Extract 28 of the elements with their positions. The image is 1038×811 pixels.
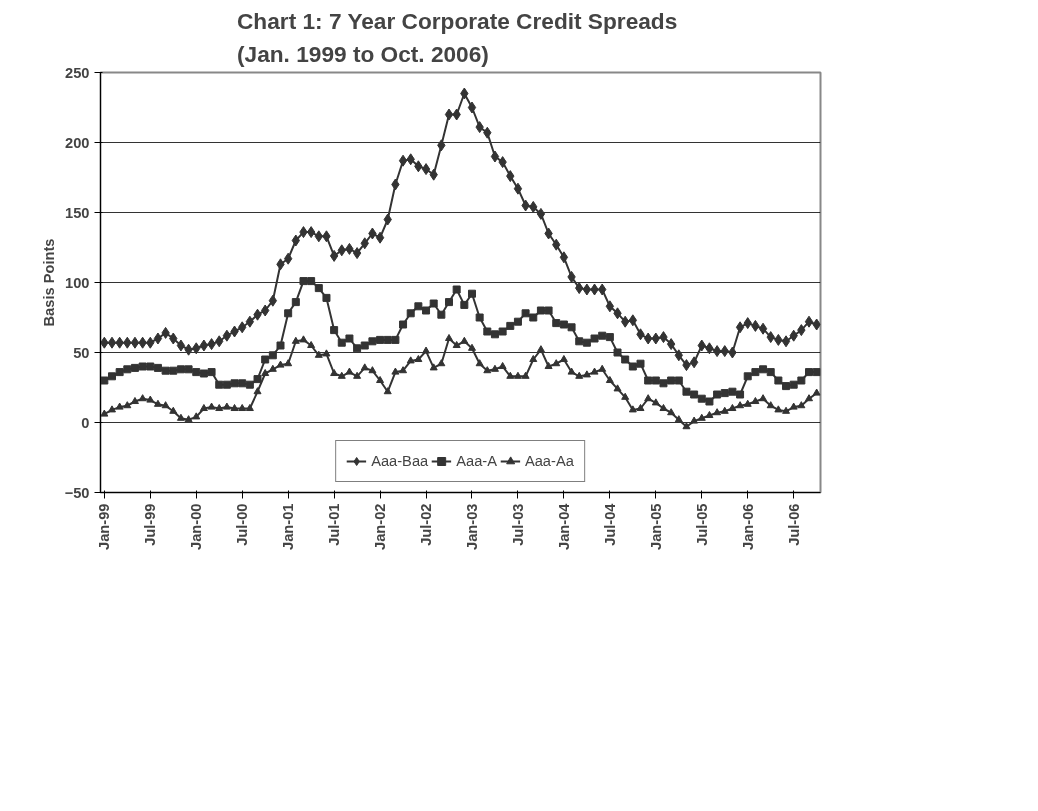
chart-title: Chart 1: 7 Year Corporate Credit Spreads (Jan. 1999 to Oct. 2006): [237, 7, 678, 68]
y-axis-title: Basis Points: [40, 238, 57, 327]
x-tick-label: Jul-01: [326, 503, 343, 546]
legend-label: Aaa-Baa: [371, 453, 429, 469]
x-tick-label: Jul-05: [693, 503, 710, 546]
x-tick-label: Jul-00: [234, 503, 251, 546]
y-tick-label: 50: [73, 344, 90, 361]
x-tick-label: Jan-03: [463, 503, 480, 550]
y-tick-label: −50: [64, 484, 90, 501]
x-tick-label: Jan-01: [280, 503, 297, 550]
x-tick-label: Jan-00: [188, 503, 205, 550]
y-tick-label: 100: [65, 274, 90, 291]
x-tick-label: Jan-05: [647, 503, 664, 550]
x-tick-label: Jul-02: [418, 503, 435, 546]
x-tick-label: Jan-04: [555, 502, 572, 550]
y-tick-label: 250: [65, 64, 90, 81]
y-tick-label: 150: [65, 204, 90, 221]
legend-label: Aaa-Aa: [524, 453, 574, 469]
x-tick-label: Jul-04: [601, 502, 618, 546]
y-tick-label: 0: [81, 414, 90, 431]
x-tick-label: Jan-06: [739, 503, 756, 550]
y-tick-label: 200: [65, 134, 90, 151]
x-tick-label: Jan-02: [372, 503, 389, 550]
x-tick-label: Jul-06: [785, 503, 802, 546]
x-tick-label: Jul-99: [142, 503, 159, 546]
legend-label: Aaa-A: [456, 453, 497, 469]
x-tick-label: Jul-03: [509, 503, 526, 546]
x-tick-label: Jan-99: [96, 503, 113, 550]
